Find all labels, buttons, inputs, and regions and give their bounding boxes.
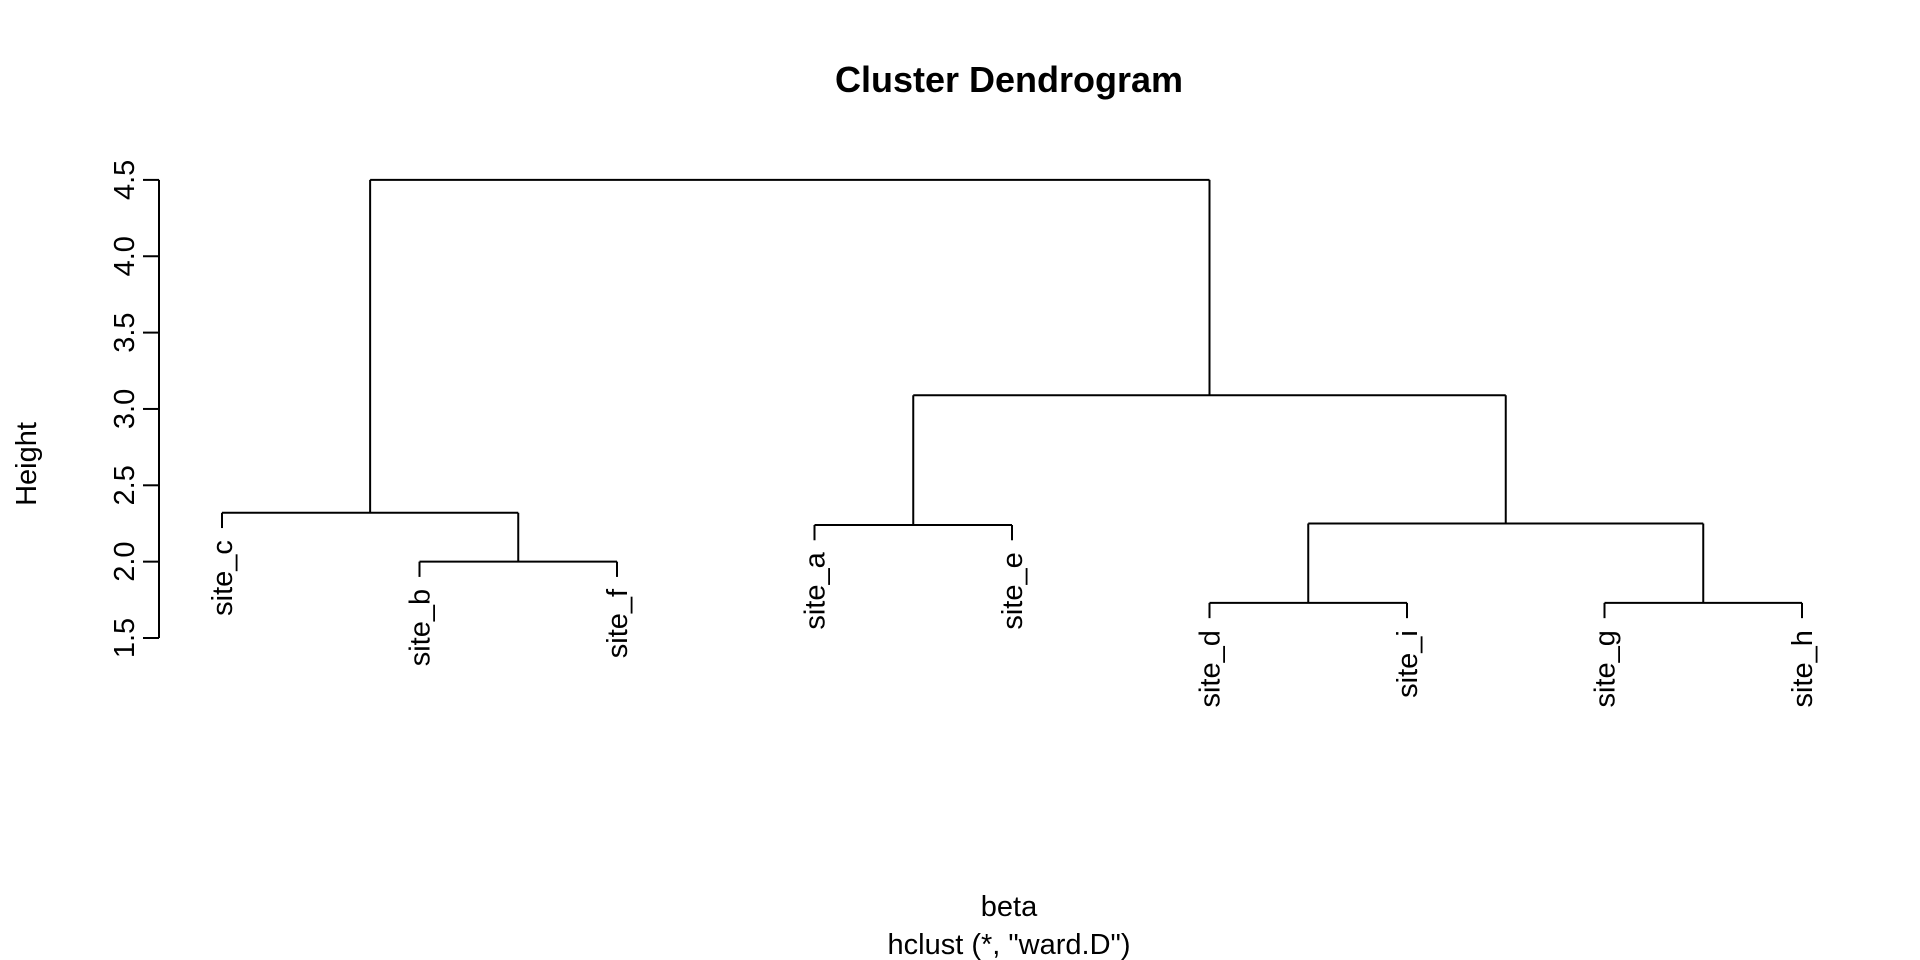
dendrogram-tree (221, 178, 1803, 619)
leaf-label: site_f (602, 588, 634, 658)
y-tick-label: 3.5 (109, 312, 141, 352)
y-tick-label: 2.5 (109, 465, 141, 505)
y-axis-title: Height (11, 422, 43, 506)
chart-title: Cluster Dendrogram (835, 59, 1183, 100)
leaf-label: site_a (800, 551, 832, 629)
leaf-label: site_i (1392, 630, 1424, 698)
y-tick-label: 1.5 (109, 618, 141, 658)
method-sublabel: hclust (*, "ward.D") (888, 929, 1131, 960)
y-tick-label: 4.5 (109, 160, 141, 200)
leaf-label: site_g (1590, 630, 1622, 707)
leaf-label: site_h (1787, 630, 1819, 707)
y-axis: 1.5 2.0 2.5 3.0 3.5 4.0 4.5 (109, 160, 160, 658)
x-axis-title: beta (981, 891, 1038, 923)
leaf-label: site_c (207, 540, 239, 616)
leaf-label: site_d (1195, 630, 1227, 707)
y-tick-label: 4.0 (109, 236, 141, 276)
y-tick-label: 2.0 (109, 541, 141, 581)
leaf-label: site_e (997, 552, 1029, 629)
y-tick-label: 3.0 (109, 389, 141, 429)
leaf-label: site_b (405, 589, 437, 666)
leaf-labels: site_c site_b site_f site_a site_e site_d site… (207, 540, 1819, 707)
